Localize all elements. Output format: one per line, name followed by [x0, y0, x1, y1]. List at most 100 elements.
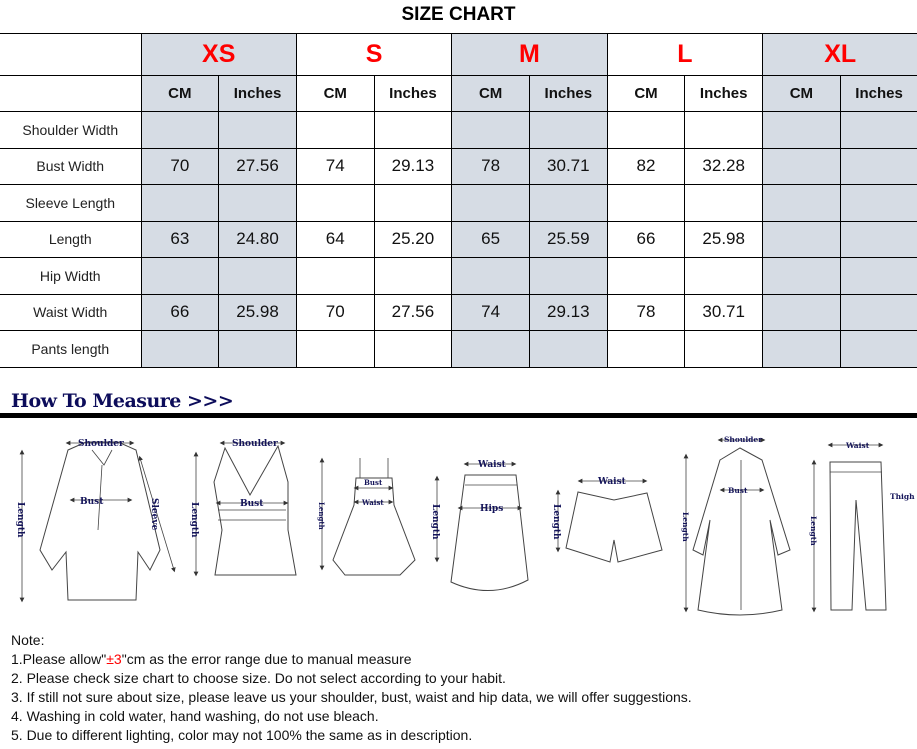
value-cell [684, 257, 764, 295]
note-1: 1.Please allow"±3"cm as the error range … [11, 650, 692, 669]
value-cell [218, 184, 297, 222]
shoulder-label: Shoulder [232, 439, 278, 449]
value-cell: 70 [140, 147, 220, 185]
value-cell [762, 220, 841, 258]
size-header-l: L [606, 33, 764, 76]
unit-cm: CM [762, 75, 841, 112]
value-cell [140, 184, 220, 222]
shorts-illustration: Waist Length [551, 477, 663, 563]
length-label: Length [430, 504, 440, 540]
value-cell [762, 293, 841, 331]
value-cell: 78 [451, 147, 530, 185]
bust-label: Bust [80, 497, 104, 507]
pants-illustration: Waist Thigh Length [809, 441, 915, 613]
value-cell [451, 184, 530, 222]
unit-cm: CM [295, 75, 375, 112]
value-cell [140, 111, 220, 149]
value-cell [762, 147, 841, 185]
table-row: Shoulder Width [0, 111, 917, 149]
bust-label: Bust [240, 499, 264, 509]
value-cell [373, 111, 453, 149]
value-cell: 66 [606, 220, 686, 258]
unit-blank [0, 75, 142, 112]
value-cell [839, 257, 917, 295]
waist-label: Waist [477, 460, 507, 470]
value-cell [762, 257, 841, 295]
tank-top-illustration: Shoulder Bust Length [189, 439, 297, 577]
value-cell [451, 111, 530, 149]
value-cell [839, 184, 917, 222]
value-cell [606, 111, 686, 149]
notes-heading: Note: [11, 632, 45, 648]
value-cell: 25.59 [528, 220, 608, 258]
value-cell [295, 111, 375, 149]
measure-illustrations: Shoulder Bust Sleeve Length Shoulder Bus… [15, 435, 915, 616]
value-cell [140, 330, 220, 368]
length-label: Length [189, 502, 199, 538]
value-cell [218, 257, 297, 295]
value-cell: 30.71 [528, 147, 608, 185]
size-chart-table: XS S M L XL CM Inches CM Inches CM Inches CM Inches C… [0, 33, 917, 368]
coat-illustration: Shoulder Bust Length [681, 435, 791, 616]
thigh-label: Thigh [890, 492, 915, 501]
table-row: Pants length [0, 330, 917, 368]
value-cell [528, 184, 608, 222]
value-cell [295, 184, 375, 222]
waist-label: Waist [361, 498, 384, 507]
note-1-text: 1.Please allow" [11, 651, 107, 667]
row-label: Shoulder Width [0, 111, 142, 149]
value-cell [606, 330, 686, 368]
value-cell: 82 [606, 147, 686, 185]
note-4: 4. Washing in cold water, hand washing, … [11, 708, 379, 724]
value-cell [140, 257, 220, 295]
unit-cm: CM [451, 75, 530, 112]
shoulder-label: Shoulder [78, 439, 124, 449]
table-row: Hip Width [0, 257, 917, 295]
table-row: Bust Width 70 27.56 74 29.13 78 30.71 82 32.28 [0, 147, 917, 185]
note-2: 2. Please check size chart to choose siz… [11, 670, 506, 686]
bust-label: Bust [364, 478, 383, 487]
value-cell [839, 293, 917, 331]
table-row: Waist Width 66 25.98 70 27.56 74 29.13 78 30.71 [0, 293, 917, 331]
table-row: Length 63 24.80 64 25.20 65 25.59 66 25.98 [0, 220, 917, 258]
value-cell: 27.56 [218, 147, 297, 185]
value-cell: 70 [295, 293, 375, 331]
value-cell: 27.56 [373, 293, 453, 331]
note-1-tolerance: ±3 [106, 651, 122, 667]
how-to-measure-heading: How To Measure >>> [11, 390, 234, 412]
unit-inches: Inches [684, 75, 764, 112]
value-cell [762, 111, 841, 149]
size-header-xl: XL [762, 33, 917, 76]
value-cell: 30.71 [684, 293, 764, 331]
row-label: Waist Width [0, 293, 142, 331]
value-cell: 25.98 [218, 293, 297, 331]
value-cell: 64 [295, 220, 375, 258]
row-label: Sleeve Length [0, 184, 142, 222]
value-cell: 25.98 [684, 220, 764, 258]
value-cell [373, 330, 453, 368]
row-label: Pants length [0, 330, 142, 368]
blouse-illustration: Shoulder Bust Sleeve Length [15, 439, 176, 603]
value-cell [839, 220, 917, 258]
value-cell: 74 [451, 293, 530, 331]
bust-label: Bust [728, 486, 748, 495]
value-cell [606, 257, 686, 295]
value-cell [451, 257, 530, 295]
value-cell [373, 257, 453, 295]
length-label: Length [809, 516, 818, 546]
waist-label: Waist [845, 441, 870, 450]
value-cell: 29.13 [528, 293, 608, 331]
notes: Note: 1.Please allow"±3"cm as the error … [11, 631, 692, 745]
value-cell [684, 111, 764, 149]
note-5: 5. Due to different lighting, color may … [11, 727, 473, 743]
value-cell [528, 257, 608, 295]
length-label: Length [15, 502, 25, 538]
row-label: Bust Width [0, 147, 142, 185]
skirt-illustration: Waist Hips Length [430, 460, 529, 591]
unit-inches: Inches [528, 75, 608, 112]
value-cell [684, 184, 764, 222]
unit-cm: CM [140, 75, 220, 112]
value-cell [839, 111, 917, 149]
divider [0, 413, 917, 418]
value-cell: 63 [140, 220, 220, 258]
